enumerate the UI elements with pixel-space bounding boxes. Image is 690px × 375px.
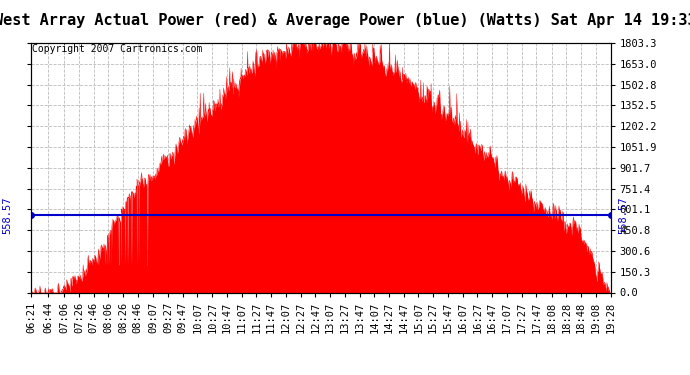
Text: 558.57: 558.57 [618, 196, 628, 234]
Text: West Array Actual Power (red) & Average Power (blue) (Watts) Sat Apr 14 19:33: West Array Actual Power (red) & Average … [0, 13, 690, 28]
Text: Copyright 2007 Cartronics.com: Copyright 2007 Cartronics.com [32, 44, 203, 54]
Text: 558.57: 558.57 [2, 196, 12, 234]
